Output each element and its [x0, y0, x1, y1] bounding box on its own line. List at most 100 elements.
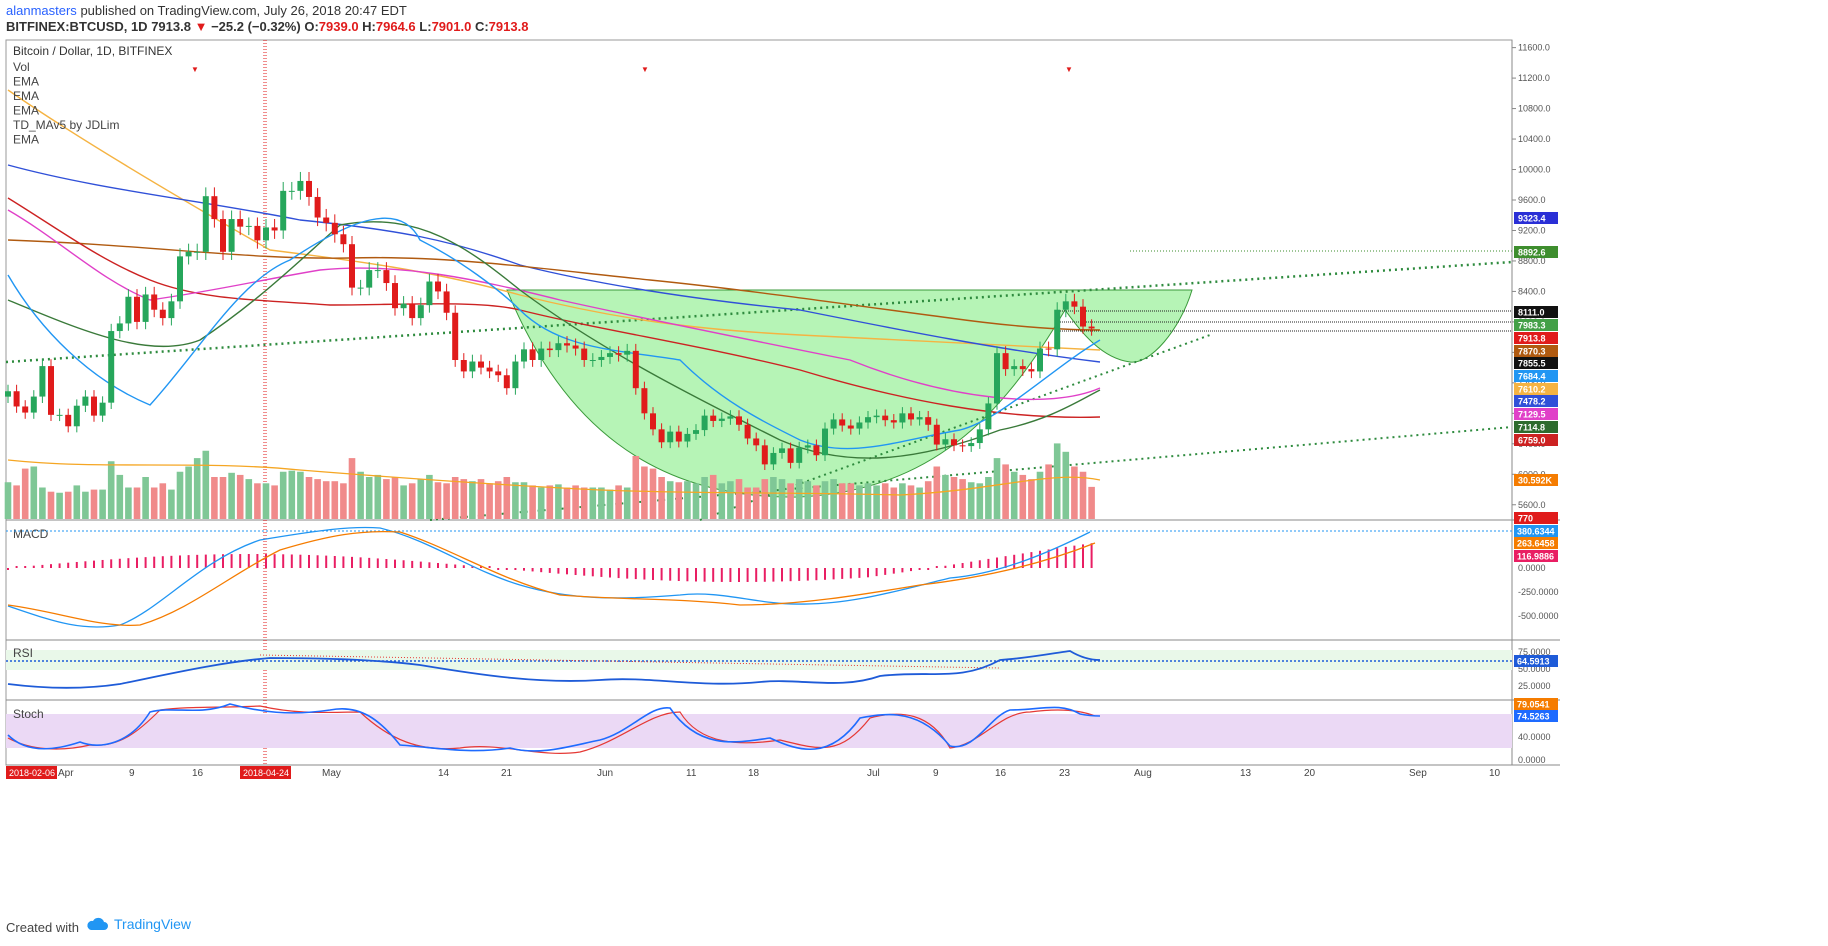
macd-hist-bar: [970, 561, 973, 568]
rsi-tick-label: 50.0000: [1518, 664, 1551, 674]
rsi-divergence-line: [259, 654, 1001, 669]
stoch-k-line: [7, 703, 1101, 752]
candle-body: [675, 431, 682, 442]
volume-bar: [727, 481, 734, 519]
legend-entry: EMA: [13, 75, 39, 89]
macd-line: [7, 526, 1091, 628]
volume-bar: [185, 466, 192, 519]
x-tick-label: 23: [1059, 768, 1071, 779]
macd-hist-bar: [789, 568, 792, 582]
candle-body: [108, 331, 115, 403]
macd-hist-bar: [342, 556, 345, 568]
chart-canvas[interactable]: 11600.0 11200.0 10800.0 10400.0 10000.0 9600.…: [0, 0, 1828, 906]
candle-body: [650, 413, 656, 430]
macd-hist-bar: [935, 566, 938, 568]
candle-body: [951, 439, 957, 446]
volume-bar: [1036, 471, 1044, 519]
volume-bar: [365, 477, 373, 519]
volume-bar: [985, 477, 992, 519]
candle-body: [331, 222, 338, 235]
volume-bar: [142, 477, 149, 519]
volume-bar: [658, 477, 665, 519]
candle-body: [882, 415, 889, 421]
candle-body: [598, 356, 605, 360]
macd-hist-bar: [24, 566, 27, 568]
macd-hist-bar: [591, 568, 594, 577]
volume-bar: [262, 483, 270, 519]
macd-hist-bar: [695, 568, 697, 582]
volume-bar: [718, 483, 726, 519]
macd-hist-bar: [1039, 550, 1041, 568]
macd-label: MACD: [13, 527, 49, 541]
volume-bar: [426, 474, 433, 519]
macd-hist-bar: [411, 560, 414, 568]
candle-body: [56, 414, 63, 416]
volume-bar: [1045, 464, 1052, 519]
volume-bar: [598, 487, 605, 519]
macd-hist-bar: [75, 561, 78, 568]
candle-body: [701, 415, 708, 431]
x-tick-label: 9: [129, 768, 135, 779]
volume-bar: [133, 487, 141, 519]
macd-hist-bar: [703, 568, 706, 582]
candle-body: [761, 445, 768, 465]
candle-body: [435, 281, 441, 292]
volume-bar: [623, 487, 631, 519]
macd-hist-bar: [738, 568, 740, 582]
macd-hist-bar: [308, 554, 310, 568]
volume-bar: [813, 485, 820, 519]
price-badge: [1514, 408, 1558, 420]
volume-bar: [709, 474, 717, 519]
created-with-label: Created with: [6, 920, 79, 935]
candle-body: [796, 447, 803, 463]
volume-bar: [701, 477, 708, 519]
price-badge-label: 7129.5: [1518, 410, 1546, 420]
symbol-label: BITFINEX:BTCUSD, 1D: [6, 19, 148, 34]
candle-body: [254, 225, 261, 241]
macd-hist-bar: [15, 566, 18, 568]
macd-badge-label: 263.6458: [1517, 539, 1555, 549]
volume-bar: [967, 482, 975, 519]
macd-hist-bar: [557, 568, 560, 574]
candle-body: [822, 428, 828, 456]
volume-bar: [469, 481, 476, 519]
open-value: 7939.0: [318, 19, 359, 34]
candle-body: [288, 190, 295, 192]
candle-body: [667, 431, 674, 443]
low-label: L:: [419, 19, 432, 34]
volume-bar: [890, 487, 898, 519]
macd-hist-bar: [652, 568, 654, 580]
legend-entry: Vol: [13, 60, 30, 74]
volume-bar: [787, 483, 794, 519]
macd-hist-bar: [187, 555, 190, 568]
macd-hist-bar: [523, 568, 525, 571]
x-tick-label: 9: [933, 768, 939, 779]
volume-bar: [1028, 479, 1035, 519]
candle-body: [73, 405, 80, 427]
volume-bar: [580, 487, 588, 519]
event-marker-icon: ▼: [191, 65, 199, 74]
macd-hist-bar: [428, 562, 431, 568]
y-tick-label: 8400.0: [1518, 286, 1546, 296]
volume-bar: [924, 481, 932, 519]
macd-hist-bar: [153, 556, 156, 568]
macd-hist-bar: [161, 556, 164, 568]
chart-title: Bitcoin / Dollar, 1D, BITFINEX: [13, 44, 172, 58]
stoch-badge: [1514, 710, 1558, 722]
rsi-tick-label: 75.0000: [1518, 647, 1551, 657]
candle-body: [460, 360, 467, 372]
candle-body: [770, 452, 777, 465]
volume-bar: [64, 491, 72, 519]
event-marker-icon: ▼: [641, 65, 649, 74]
rsi-badge: [1514, 655, 1558, 667]
author-link[interactable]: alanmasters: [6, 3, 77, 18]
volume-bar: [821, 481, 829, 519]
macd-hist-bar: [755, 568, 758, 582]
price-badge-label: 7855.5: [1518, 359, 1546, 369]
tradingview-logo[interactable]: TradingView: [86, 916, 191, 932]
x-tick-label: 21: [501, 768, 513, 779]
candle-body: [873, 415, 880, 418]
macd-hist-bar: [179, 555, 181, 568]
volume-bar: [976, 483, 984, 519]
volume-bar: [916, 487, 923, 519]
